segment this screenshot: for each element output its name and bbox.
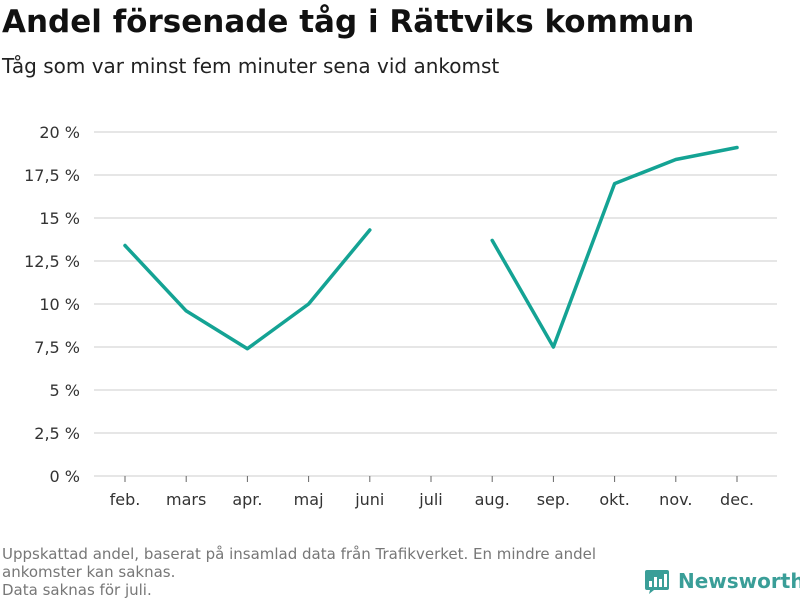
footnote-line-2: Data saknas för juli.: [2, 581, 152, 599]
x-tick-label: sep.: [537, 490, 570, 509]
x-tick-label: dec.: [720, 490, 754, 509]
chart-title: Andel försenade tåg i Rättviks kommun: [2, 4, 695, 40]
y-tick-label: 7,5 %: [34, 338, 80, 357]
x-tick-label: mars: [166, 490, 206, 509]
x-tick-label: okt.: [599, 490, 629, 509]
brand-logo: Newsworthy: [644, 568, 800, 594]
y-tick-label: 2,5 %: [34, 424, 80, 443]
x-tick-label: feb.: [110, 490, 141, 509]
footnote: Uppskattad andel, baserat på insamlad da…: [2, 545, 642, 599]
line-chart: 0 % 2,5 % 5 % 7,5 % 10 % 12,5 % 15 % 17,5 % 20 %…: [24, 123, 777, 509]
x-tick-label: apr.: [232, 490, 262, 509]
x-tick-label: nov.: [659, 490, 692, 509]
y-tick-label: 20 %: [39, 123, 80, 142]
bar-chart-icon: [645, 570, 669, 594]
series-line: [123, 228, 372, 351]
chart-subtitle: Tåg som var minst fem minuter sena vid a…: [2, 54, 500, 78]
y-tick-label: 5 %: [50, 381, 80, 400]
x-tick-label: juli: [418, 490, 442, 509]
y-tick-label: 0 %: [50, 467, 80, 486]
series-line: [490, 145, 739, 349]
x-tick-label: juni: [354, 490, 384, 509]
y-tick-label: 12,5 %: [24, 252, 80, 271]
footnote-line-1: Uppskattad andel, baserat på insamlad da…: [2, 545, 597, 581]
x-tick-label: aug.: [475, 490, 510, 509]
y-tick-label: 15 %: [39, 209, 80, 228]
y-tick-label: 17,5 %: [24, 166, 80, 185]
x-tick-label: maj: [294, 490, 324, 509]
y-tick-label: 10 %: [39, 295, 80, 314]
brand-name: Newsworthy: [678, 569, 800, 593]
